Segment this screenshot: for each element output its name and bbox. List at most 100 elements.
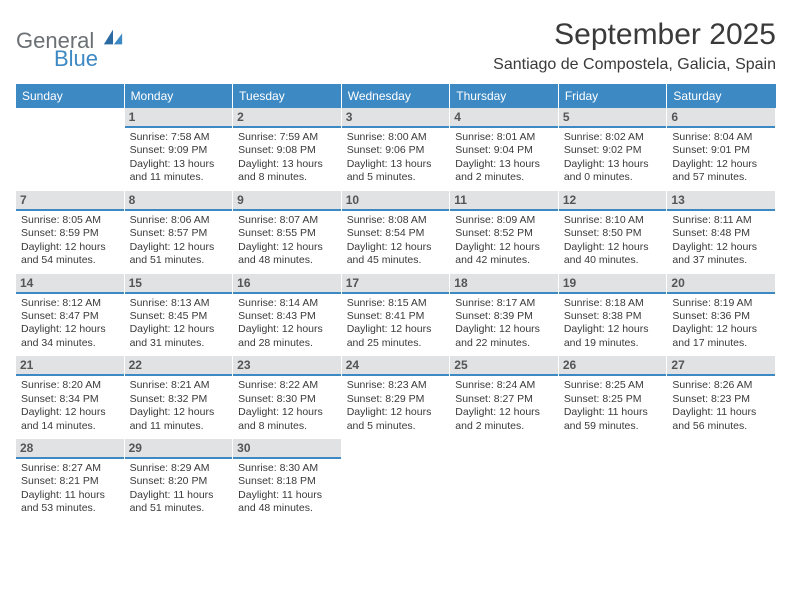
day-cell: 11Sunrise: 8:09 AMSunset: 8:52 PMDayligh… bbox=[450, 191, 559, 274]
sunset-text: Sunset: 8:43 PM bbox=[238, 310, 336, 323]
day-info: Sunrise: 8:00 AMSunset: 9:06 PMDaylight:… bbox=[347, 131, 445, 185]
day-cell: 22Sunrise: 8:21 AMSunset: 8:32 PMDayligh… bbox=[125, 356, 234, 439]
day-info: Sunrise: 7:59 AMSunset: 9:08 PMDaylight:… bbox=[238, 131, 336, 185]
sunrise-text: Sunrise: 8:07 AM bbox=[238, 214, 336, 227]
sunrise-text: Sunrise: 8:06 AM bbox=[130, 214, 228, 227]
daylight-text: Daylight: 13 hours and 2 minutes. bbox=[455, 158, 553, 185]
day-cell bbox=[450, 439, 559, 522]
sunrise-text: Sunrise: 8:17 AM bbox=[455, 297, 553, 310]
calendar-grid: Sunday Monday Tuesday Wednesday Thursday… bbox=[16, 84, 776, 522]
sunrise-text: Sunrise: 8:12 AM bbox=[21, 297, 119, 310]
day-info: Sunrise: 8:22 AMSunset: 8:30 PMDaylight:… bbox=[238, 379, 336, 433]
sunset-text: Sunset: 8:38 PM bbox=[564, 310, 662, 323]
location-label: Santiago de Compostela, Galicia, Spain bbox=[493, 56, 776, 74]
sunrise-text: Sunrise: 8:18 AM bbox=[564, 297, 662, 310]
day-number: 18 bbox=[450, 274, 558, 294]
day-number: 27 bbox=[667, 356, 775, 376]
daylight-text: Daylight: 12 hours and 17 minutes. bbox=[672, 323, 770, 350]
sunrise-text: Sunrise: 8:11 AM bbox=[672, 214, 770, 227]
brand-text: General Blue bbox=[16, 24, 124, 69]
day-info: Sunrise: 8:01 AMSunset: 9:04 PMDaylight:… bbox=[455, 131, 553, 185]
day-cell: 16 Sunrise: 8:14 AMSunset: 8:43 PMDayligh… bbox=[233, 274, 342, 357]
day-info: Sunrise: 8:08 AMSunset: 8:54 PMDaylight:… bbox=[347, 214, 445, 268]
day-cell: 30Sunrise: 8:30 AMSunset: 8:18 PMDayligh… bbox=[233, 439, 342, 522]
daylight-text: Daylight: 12 hours and 54 minutes. bbox=[21, 241, 119, 268]
sunrise-text: Sunrise: 8:13 AM bbox=[130, 297, 228, 310]
day-number: 19 bbox=[559, 274, 667, 294]
day-number: 6 bbox=[667, 108, 775, 128]
day-number: 26 bbox=[559, 356, 667, 376]
daylight-text: Daylight: 13 hours and 0 minutes. bbox=[564, 158, 662, 185]
day-info: Sunrise: 8:02 AMSunset: 9:02 PMDaylight:… bbox=[564, 131, 662, 185]
daylight-text: Daylight: 12 hours and 2 minutes. bbox=[455, 406, 553, 433]
day-info: Sunrise: 8:27 AMSunset: 8:21 PMDaylight:… bbox=[21, 462, 119, 516]
weekday-saturday: Saturday bbox=[667, 84, 776, 108]
sunset-text: Sunset: 8:29 PM bbox=[347, 393, 445, 406]
sunrise-text: Sunrise: 8:20 AM bbox=[21, 379, 119, 392]
sunset-text: Sunset: 8:47 PM bbox=[21, 310, 119, 323]
sunrise-text: Sunrise: 8:24 AM bbox=[455, 379, 553, 392]
sunrise-text: Sunrise: 8:19 AM bbox=[672, 297, 770, 310]
brand-blue: Blue bbox=[54, 49, 124, 69]
sunset-text: Sunset: 9:01 PM bbox=[672, 144, 770, 157]
weekday-header: Sunday Monday Tuesday Wednesday Thursday… bbox=[16, 84, 776, 108]
sunrise-text: Sunrise: 8:26 AM bbox=[672, 379, 770, 392]
header: General Blue September 2025 Santiago de … bbox=[16, 18, 776, 74]
day-number: 12 bbox=[559, 191, 667, 211]
day-cell bbox=[559, 439, 668, 522]
daylight-text: Daylight: 11 hours and 59 minutes. bbox=[564, 406, 662, 433]
day-number: 16 bbox=[233, 274, 341, 294]
day-cell: 28Sunrise: 8:27 AMSunset: 8:21 PMDayligh… bbox=[16, 439, 125, 522]
day-info: Sunrise: 8:19 AMSunset: 8:36 PMDaylight:… bbox=[672, 297, 770, 351]
day-info: Sunrise: 8:15 AMSunset: 8:41 PMDaylight:… bbox=[347, 297, 445, 351]
sunrise-text: Sunrise: 8:02 AM bbox=[564, 131, 662, 144]
day-cell bbox=[16, 108, 125, 191]
daylight-text: Daylight: 12 hours and 48 minutes. bbox=[238, 241, 336, 268]
sunset-text: Sunset: 9:08 PM bbox=[238, 144, 336, 157]
daylight-text: Daylight: 12 hours and 57 minutes. bbox=[672, 158, 770, 185]
sunset-text: Sunset: 8:23 PM bbox=[672, 393, 770, 406]
day-info: Sunrise: 8:12 AMSunset: 8:47 PMDaylight:… bbox=[21, 297, 119, 351]
daylight-text: Daylight: 12 hours and 51 minutes. bbox=[130, 241, 228, 268]
day-number: 7 bbox=[16, 191, 124, 211]
daylight-text: Daylight: 12 hours and 45 minutes. bbox=[347, 241, 445, 268]
sunset-text: Sunset: 8:54 PM bbox=[347, 227, 445, 240]
sunrise-text: Sunrise: 8:04 AM bbox=[672, 131, 770, 144]
sunset-text: Sunset: 8:32 PM bbox=[130, 393, 228, 406]
sunrise-text: Sunrise: 7:58 AM bbox=[130, 131, 228, 144]
sunrise-text: Sunrise: 8:21 AM bbox=[130, 379, 228, 392]
day-number: 17 bbox=[342, 274, 450, 294]
day-number: 24 bbox=[342, 356, 450, 376]
day-cell: 1Sunrise: 7:58 AMSunset: 9:09 PMDaylight… bbox=[125, 108, 234, 191]
day-number: 23 bbox=[233, 356, 341, 376]
daylight-text: Daylight: 12 hours and 14 minutes. bbox=[21, 406, 119, 433]
day-info: Sunrise: 8:14 AMSunset: 8:43 PMDaylight:… bbox=[238, 297, 336, 351]
sunset-text: Sunset: 8:45 PM bbox=[130, 310, 228, 323]
day-cell: 27 Sunrise: 8:26 AMSunset: 8:23 PMDayligh… bbox=[667, 356, 776, 439]
day-cell: 17 Sunrise: 8:15 AMSunset: 8:41 PMDayligh… bbox=[342, 274, 451, 357]
day-cell: 26 Sunrise: 8:25 AMSunset: 8:25 PMDayligh… bbox=[559, 356, 668, 439]
day-cell bbox=[342, 439, 451, 522]
sunset-text: Sunset: 8:36 PM bbox=[672, 310, 770, 323]
day-cell: 23 Sunrise: 8:22 AMSunset: 8:30 PMDayligh… bbox=[233, 356, 342, 439]
sunrise-text: Sunrise: 8:01 AM bbox=[455, 131, 553, 144]
day-number: 4 bbox=[450, 108, 558, 128]
weekday-thursday: Thursday bbox=[450, 84, 559, 108]
sunset-text: Sunset: 8:27 PM bbox=[455, 393, 553, 406]
sunrise-text: Sunrise: 8:05 AM bbox=[21, 214, 119, 227]
day-info: Sunrise: 8:18 AMSunset: 8:38 PMDaylight:… bbox=[564, 297, 662, 351]
sunset-text: Sunset: 8:21 PM bbox=[21, 475, 119, 488]
day-cell: 2Sunrise: 7:59 AMSunset: 9:08 PMDaylight… bbox=[233, 108, 342, 191]
sunset-text: Sunset: 9:04 PM bbox=[455, 144, 553, 157]
daylight-text: Daylight: 12 hours and 11 minutes. bbox=[130, 406, 228, 433]
daylight-text: Daylight: 11 hours and 48 minutes. bbox=[238, 489, 336, 516]
sunset-text: Sunset: 8:30 PM bbox=[238, 393, 336, 406]
day-info: Sunrise: 8:23 AMSunset: 8:29 PMDaylight:… bbox=[347, 379, 445, 433]
sunrise-text: Sunrise: 8:25 AM bbox=[564, 379, 662, 392]
day-info: Sunrise: 8:26 AMSunset: 8:23 PMDaylight:… bbox=[672, 379, 770, 433]
day-cell: 25Sunrise: 8:24 AMSunset: 8:27 PMDayligh… bbox=[450, 356, 559, 439]
day-info: Sunrise: 8:25 AMSunset: 8:25 PMDaylight:… bbox=[564, 379, 662, 433]
day-number: 9 bbox=[233, 191, 341, 211]
sunset-text: Sunset: 8:57 PM bbox=[130, 227, 228, 240]
day-cell: 20Sunrise: 8:19 AMSunset: 8:36 PMDayligh… bbox=[667, 274, 776, 357]
